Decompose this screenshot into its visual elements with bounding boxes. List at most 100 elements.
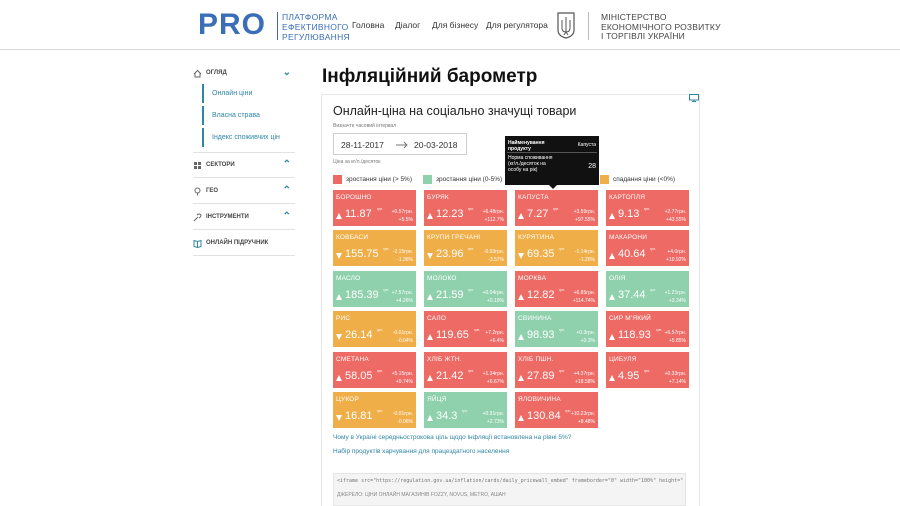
chevron-up-icon[interactable]: ⌃ — [282, 211, 291, 222]
product-price: 34.3 — [436, 410, 458, 422]
product-card[interactable]: Капуста 7.27 грн. +3.59грн. +97.55% — [515, 190, 598, 226]
product-price-change: +3.59грн. — [573, 209, 595, 215]
product-name: Капуста — [518, 194, 549, 201]
product-tooltip: Найменування продукту Капуста Норма спож… — [505, 136, 599, 189]
product-percent-change: +0.19% — [486, 298, 504, 304]
arrow-up-icon — [518, 294, 524, 300]
product-card[interactable]: Макарони 40.64 грн. +4.0грн. +10.92% — [606, 230, 689, 266]
sidebar-item-cpi[interactable]: Індекс споживчих цін — [202, 128, 295, 147]
map-pin-icon — [194, 187, 201, 195]
product-card[interactable]: Картопля 9.13 грн. +2.77грн. +43.55% — [606, 190, 689, 226]
product-card[interactable]: Сир м'який 118.93 грн. +6.57грн. +5.85% — [606, 311, 689, 347]
product-price: 27.89 — [527, 370, 555, 382]
tooltip-key-name: Найменування продукту — [508, 140, 545, 152]
product-card[interactable]: Хліб жтн. 21.42 грн. +1.34грн. +6.67% — [424, 352, 507, 388]
product-price-change: +0.33грн. — [664, 371, 686, 377]
product-card[interactable]: Олія 37.44 грн. +1.21грн. +3.34% — [606, 271, 689, 307]
product-card[interactable]: Масло 185.39 грн. +7.57грн. +4.26% — [333, 271, 416, 307]
product-price-unit: грн. — [383, 247, 390, 251]
product-price-change: -2.15грн. — [392, 249, 413, 255]
chevron-up-icon[interactable]: ⌃ — [282, 185, 291, 196]
product-price-change: +0.91грн. — [482, 411, 504, 417]
nav-dialog[interactable]: Діалог — [395, 20, 421, 30]
sidebar-divider — [193, 152, 295, 153]
product-card[interactable]: Хліб пшн. 27.89 грн. +4.37грн. +18.58% — [515, 352, 598, 388]
product-price: 58.05 — [345, 370, 373, 382]
ministry-name[interactable]: Міністерство економічного розвитку і тор… — [601, 12, 721, 42]
product-price: 26.14 — [345, 329, 373, 341]
product-card[interactable]: Сало 119.65 грн. +7.2грн. +6.4% — [424, 311, 507, 347]
sidebar-tools[interactable]: Інструменти ⌃ — [193, 210, 295, 224]
product-price: 12.23 — [436, 208, 464, 220]
sidebar-overview[interactable]: Огляд ⌄ — [193, 66, 295, 80]
product-price-change: +2.77грн. — [664, 209, 686, 215]
product-percent-change: +112.7% — [484, 217, 504, 223]
chevron-down-icon[interactable]: ⌄ — [282, 67, 291, 78]
arrow-up-icon — [427, 334, 433, 340]
nav-business[interactable]: Для бізнесу — [432, 20, 479, 30]
site-header: PRO Платформа Ефективного Регулювання Го… — [0, 0, 900, 50]
date-to[interactable]: 20-03-2018 — [414, 140, 458, 150]
product-percent-change: +8.48% — [577, 419, 595, 425]
legend-swatch — [423, 174, 432, 184]
logo[interactable]: PRO — [198, 8, 267, 41]
sidebar-manual[interactable]: Онлайн підручник — [193, 236, 295, 250]
product-price: 98.93 — [527, 329, 555, 341]
legend-label: спадання ціни (<0%) — [613, 175, 676, 183]
product-price-change: -0.93грн. — [483, 249, 504, 255]
barometer-panel — [321, 94, 700, 506]
product-card[interactable]: Рис 26.14 грн. -0.01грн. -0.04% — [333, 311, 416, 347]
product-card[interactable]: Молоко 21.59 грн. +0.04грн. +0.19% — [424, 271, 507, 307]
product-price: 185.39 — [345, 289, 379, 301]
product-percent-change: +114.74% — [572, 298, 595, 304]
product-card[interactable]: Свинина 98.93 грн. +0.3грн. +0.3% — [515, 311, 598, 347]
nav-home[interactable]: Головна — [352, 20, 385, 30]
logo-subtitle[interactable]: Платформа Ефективного Регулювання — [282, 12, 350, 42]
chevron-up-icon[interactable]: ⌃ — [282, 159, 291, 170]
product-price-unit: грн. — [559, 288, 566, 292]
date-from[interactable]: 28-11-2017 — [341, 140, 384, 150]
product-card[interactable]: Борошно 11.87 грн. +0.57грн. +5.5% — [333, 190, 416, 226]
legend-item-high: зростання ціни (> 5%) — [333, 174, 412, 184]
date-range-picker[interactable]: 28-11-2017 20-03-2018 — [333, 133, 467, 155]
product-percent-change: +18.58% — [575, 379, 595, 385]
sidebar-item-own-dish[interactable]: Власна страва — [202, 106, 295, 125]
product-card[interactable]: Сметана 58.05 грн. +5.15грн. +9.74% — [333, 352, 416, 388]
embed-code-box[interactable] — [333, 473, 686, 506]
product-card[interactable]: Крупи гречані 23.96 грн. -0.93грн. -3.57% — [424, 230, 507, 266]
product-name: Цибуля — [609, 356, 637, 363]
product-price-change: -0.01грн. — [392, 330, 413, 336]
product-card[interactable]: Цибуля 4.95 грн. +0.33грн. +7.14% — [606, 352, 689, 388]
product-card[interactable]: Цукор 16.81 грн. -0.01грн. -0.06% — [333, 392, 416, 428]
product-price-unit: грн. — [565, 409, 572, 413]
sidebar-geo[interactable]: Гео ⌃ — [193, 184, 295, 198]
sidebar-divider — [193, 229, 295, 230]
sidebar-sectors-label: Сектори — [206, 162, 235, 168]
tooltip-key-norm: Норма споживання (кг/л./десяток на особу… — [508, 155, 553, 173]
product-card[interactable]: Морква 12.82 грн. +6.85грн. +114.74% — [515, 271, 598, 307]
nav-regulator[interactable]: Для регулятора — [486, 20, 548, 30]
inflation-target-link[interactable]: Чому в Україні середньострокова ціль щод… — [333, 434, 572, 441]
product-percent-change: +0.3% — [580, 338, 595, 344]
product-card[interactable]: Яловичина 130.84 грн. +10.23грн. +8.48% — [515, 392, 598, 428]
product-price-unit: грн. — [650, 247, 657, 251]
arrow-down-icon — [518, 253, 524, 259]
product-price-unit: грн. — [559, 328, 566, 332]
product-price-change: +0.04грн. — [482, 290, 504, 296]
arrow-down-icon — [427, 253, 433, 259]
product-percent-change: +9.74% — [395, 379, 413, 385]
sidebar-sectors[interactable]: Сектори ⌃ — [193, 158, 295, 172]
product-card[interactable]: Яйця 34.3 грн. +0.91грн. +2.73% — [424, 392, 507, 428]
monitor-icon[interactable] — [689, 94, 699, 102]
product-price-change: +7.2грн. — [485, 330, 504, 336]
product-card[interactable]: Курятина 69.35 грн. -1.14грн. -1.26% — [515, 230, 598, 266]
sidebar-item-online-prices[interactable]: Онлайн ціни — [202, 84, 295, 103]
product-name: Яловичина — [518, 396, 561, 403]
product-percent-change: +7.14% — [668, 379, 686, 385]
product-card[interactable]: Буряк 12.23 грн. +6.48грн. +112.7% — [424, 190, 507, 226]
product-card[interactable]: Ковбаси 155.75 грн. -2.15грн. -1.36% — [333, 230, 416, 266]
product-price-unit: грн. — [377, 369, 384, 373]
product-price: 12.82 — [527, 289, 555, 301]
product-price-change: +6.57грн. — [664, 330, 686, 336]
food-basket-link[interactable]: Набір продуктів харчування для працездат… — [333, 448, 510, 455]
